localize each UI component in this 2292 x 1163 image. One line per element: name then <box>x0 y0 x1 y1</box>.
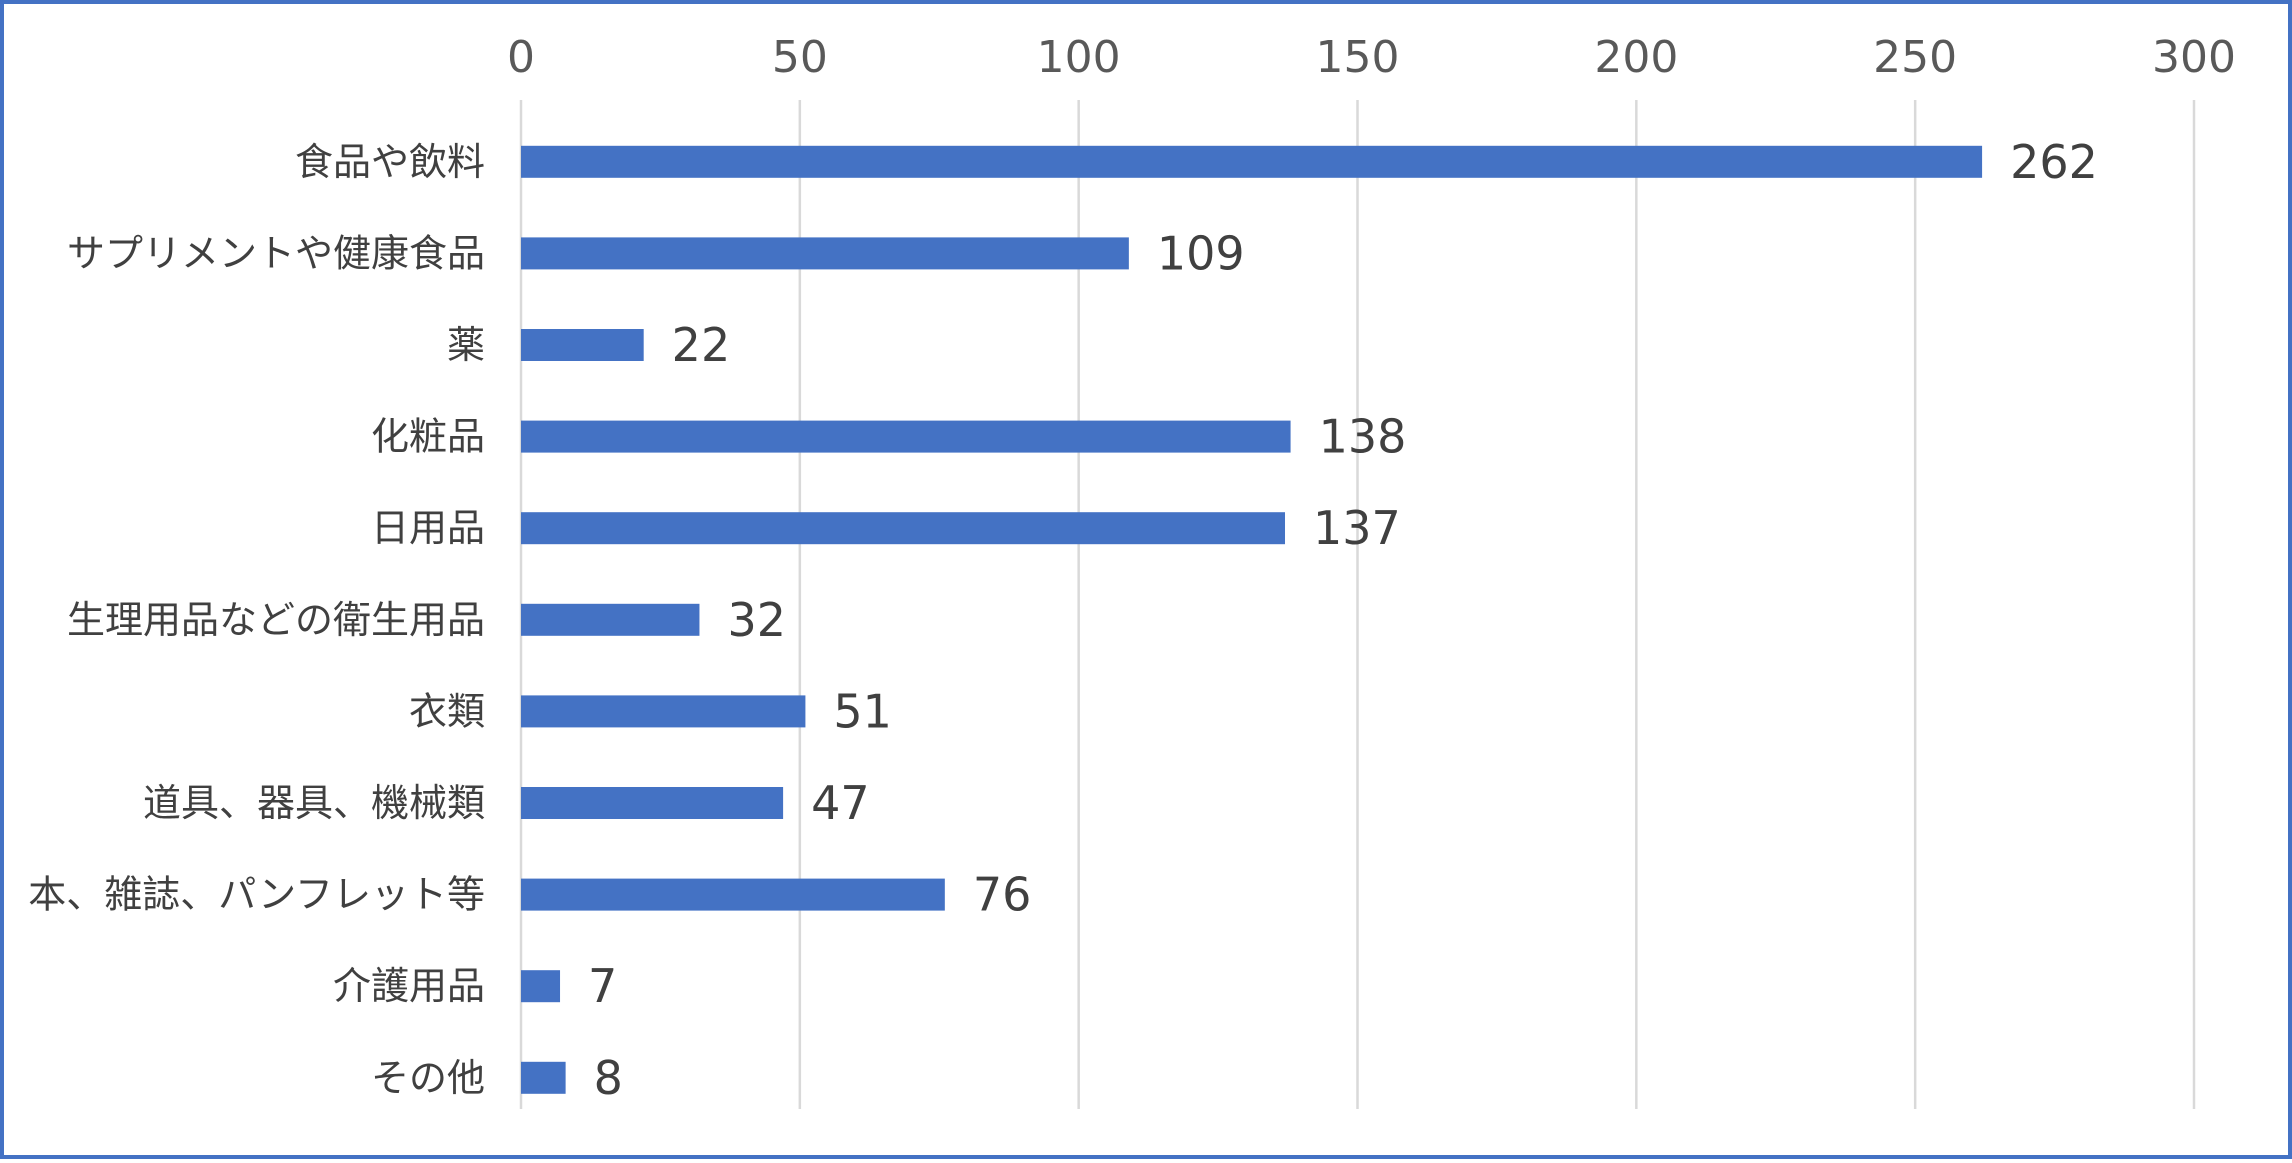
x-tick-label: 300 <box>2152 32 2236 83</box>
data-label: 51 <box>833 684 892 738</box>
data-label: 32 <box>727 593 786 647</box>
data-labels: 262 109 22 138 137 32 51 47 76 7 8 <box>588 135 2098 1105</box>
bar <box>521 145 1983 178</box>
bar <box>521 512 1286 545</box>
category-label: その他 <box>371 1056 485 1100</box>
bar <box>521 329 644 361</box>
data-label: 262 <box>2010 135 2098 189</box>
data-label: 8 <box>594 1051 623 1105</box>
data-label: 22 <box>672 318 731 372</box>
bar <box>521 603 700 636</box>
bar <box>521 237 1129 270</box>
bar-chart: 0 50 100 150 200 250 300 食品や飲料サプリメントや健康食品薬化粧品日… <box>28 32 2236 1109</box>
category-label: 生理用品などの衛生用品 <box>67 598 485 642</box>
category-label: 薬 <box>447 323 485 367</box>
category-label: 化粧品 <box>371 415 485 459</box>
category-label: 道具、器具、機械類 <box>143 781 485 825</box>
x-tick-label: 250 <box>1873 32 1957 83</box>
bar <box>521 420 1291 453</box>
category-label: 日用品 <box>371 506 485 550</box>
bar <box>521 787 784 819</box>
x-tick-label: 200 <box>1594 32 1678 83</box>
data-label: 138 <box>1319 410 1407 464</box>
x-tick-label: 50 <box>772 32 828 83</box>
category-label: 介護用品 <box>333 964 485 1008</box>
category-label: サプリメントや健康食品 <box>67 231 485 275</box>
data-label: 47 <box>811 776 870 830</box>
data-label: 76 <box>973 868 1032 922</box>
category-label: 衣類 <box>409 689 485 733</box>
bar <box>521 970 561 1003</box>
bar <box>521 1061 566 1094</box>
data-label: 7 <box>588 959 617 1013</box>
x-axis-ticks: 0 50 100 150 200 250 300 <box>507 32 2236 83</box>
x-tick-label: 150 <box>1316 32 1400 83</box>
x-tick-label: 0 <box>507 32 535 83</box>
bar <box>521 878 945 911</box>
data-label: 109 <box>1157 226 1245 280</box>
category-labels: 食品や飲料サプリメントや健康食品薬化粧品日用品生理用品などの衛生用品衣類道具、器… <box>28 140 485 1100</box>
bar <box>521 695 806 728</box>
category-label: 食品や飲料 <box>295 140 485 184</box>
data-label: 137 <box>1313 501 1401 555</box>
category-label: 本、雑誌、パンフレット等 <box>28 873 485 917</box>
x-tick-label: 100 <box>1037 32 1121 83</box>
bars <box>521 145 1983 1094</box>
